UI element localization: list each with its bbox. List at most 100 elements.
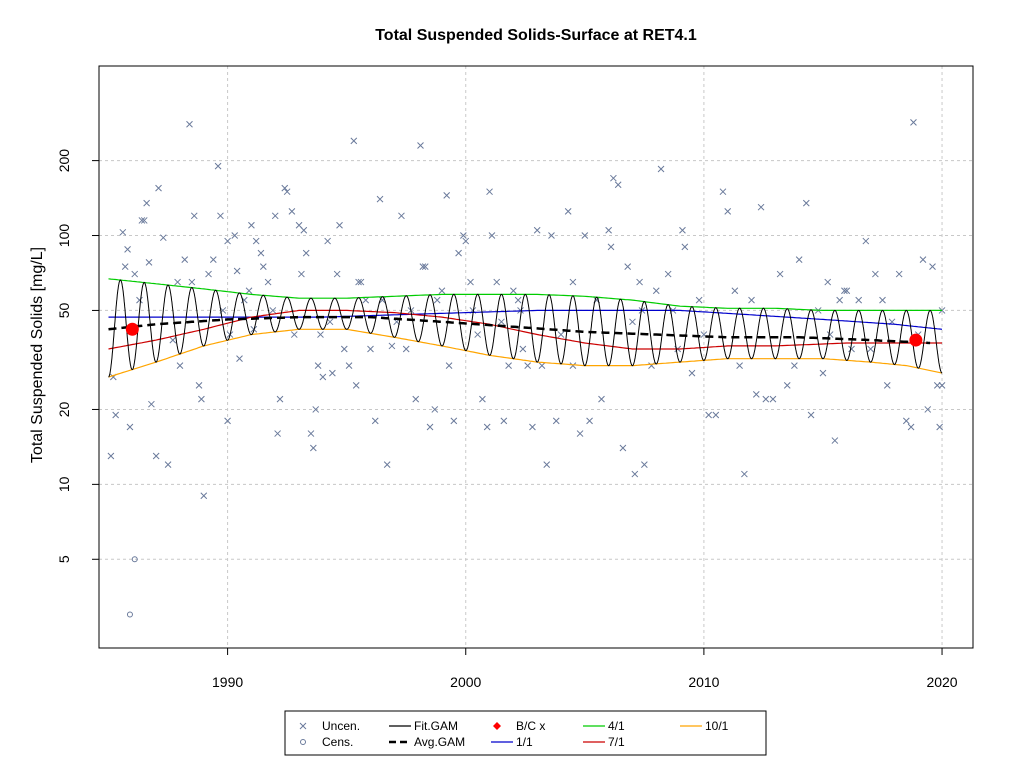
uncensored-point [938,381,946,389]
uncensored-point [581,232,589,239]
uncensored-point [307,430,315,437]
uncensored-point [483,423,491,431]
uncensored-point [748,296,755,304]
uncensored-point [938,307,946,314]
uncensored-point [119,228,127,236]
uncensored-point [290,331,298,338]
uncensored-point [412,395,420,403]
uncensored-point [757,203,765,211]
y-tick-label: 50 [56,302,72,318]
plot-frame [98,65,974,649]
uncensored-point [450,417,458,425]
uncensored-point [317,331,324,338]
season-curve-10-1 [108,328,943,378]
uncensored-point [164,461,172,469]
uncensored-point [121,263,129,270]
uncensored-point [231,232,239,239]
uncensored-point [445,362,453,369]
uncensored-point [345,362,353,369]
legend-item-jul: 7/1 [583,735,625,749]
uncensored-point [569,362,577,369]
uncensored-point [169,336,177,344]
uncensored-point [233,267,241,275]
uncensored-point [181,256,189,263]
legend-item-uncen-label: Uncen. [322,719,360,733]
legend-item-jan: 1/1 [491,735,533,749]
uncensored-point [862,237,870,245]
legend-item-cens-label: Cens. [322,735,353,749]
uncensored-point [895,270,903,278]
uncensored-point [140,217,148,224]
uncensored-point [657,165,665,173]
uncensored-point [312,406,320,413]
uncensored-point [371,417,379,425]
grid-lines [99,66,973,648]
uncensored-point [498,318,505,326]
uncensored-point [614,181,622,189]
uncensored-point [610,174,617,182]
uncensored-point [631,470,639,478]
uncensored-point [605,226,612,234]
uncensored-point [333,270,341,278]
uncensored-point [152,452,160,460]
censored-points [126,556,138,618]
legend-item-avg-label: Avg.GAM [414,735,465,749]
chart-title: Total Suspended Solids-Surface at RET4.1 [375,27,697,44]
x-axis: 1990 2000 2010 2020 [212,647,958,690]
uncensored-point [636,278,643,286]
x-tick-label: 1990 [212,674,243,690]
uncensored-point [190,212,198,220]
uncensored-point [198,395,205,403]
uncensored-point [257,249,265,257]
uncensored-point [329,369,336,377]
uncensored-point [460,232,467,239]
legend-item-bc-symbol [493,722,501,730]
uncensored-point [831,437,839,444]
uncensored-point [841,287,848,295]
uncensored-point [907,423,915,431]
legend-item-fit: Fit.GAM [389,719,458,733]
uncensored-point [205,270,212,278]
uncensored-point [214,162,222,170]
uncensored-point [598,395,605,403]
uncensored-point [355,278,362,286]
uncensored-point [724,208,732,215]
censored-point [131,556,138,563]
uncensored-point [455,249,462,257]
uncensored-point [302,249,310,257]
uncensored-point [486,188,493,196]
uncensored-point [143,199,150,207]
bc-points [125,322,923,347]
uncensored-point [426,423,434,431]
uncensored-point [340,345,348,353]
uncensored-point [741,470,748,478]
legend-item-bc-label: B/C x [516,719,545,733]
uncensored-point [762,395,770,403]
uncensored-point [474,331,482,338]
uncensored-point [695,296,703,304]
uncensored-point [398,212,405,220]
uncensored-point [309,444,317,452]
uncensored-point [138,217,146,224]
uncensored-point [607,243,615,251]
uncensored-point [705,411,713,419]
fit-gam-curve [108,279,943,378]
uncensored-point [245,287,253,295]
uncensored-point [314,362,322,369]
uncensored-point [319,373,327,381]
uncensored-point [848,345,855,353]
uncensored-point [933,381,941,389]
uncensored-point [276,395,284,403]
uncensored-point [107,452,115,460]
uncensored-point [488,232,496,239]
uncensored-point [419,263,427,270]
uncensored-point [681,243,689,251]
uncensored-point [552,417,560,425]
uncensored-point [376,195,384,203]
uncensored-point [421,263,429,270]
uncensored-point [493,278,501,286]
uncensored-point [867,345,874,353]
uncensored-point [195,381,203,389]
uncensored-point [274,430,281,437]
x-tick-label: 2010 [688,674,719,690]
